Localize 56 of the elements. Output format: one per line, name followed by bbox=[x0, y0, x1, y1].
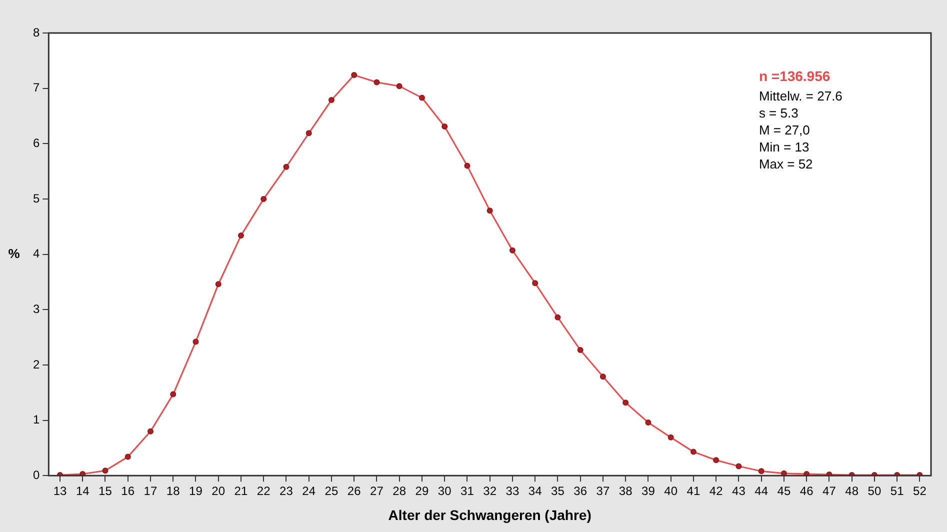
x-tick-label: 35 bbox=[551, 484, 565, 498]
x-tick-label: 46 bbox=[800, 484, 814, 498]
x-tick-label: 43 bbox=[732, 484, 746, 498]
x-tick-label: 40 bbox=[664, 484, 678, 498]
x-tick-label: 22 bbox=[256, 484, 271, 498]
x-tick-label: 13 bbox=[53, 484, 67, 498]
x-tick-label: 19 bbox=[189, 484, 203, 498]
annotation: M = 27,0 bbox=[758, 122, 810, 138]
x-tick-label: 37 bbox=[596, 484, 610, 498]
y-tick-label: 3 bbox=[32, 302, 40, 316]
y-tick-label: 8 bbox=[32, 25, 40, 40]
x-tick-label: 25 bbox=[324, 484, 338, 498]
y-tick-label: 2 bbox=[32, 357, 40, 372]
y-axis-title: % bbox=[8, 246, 20, 261]
x-tick-label: 15 bbox=[98, 484, 112, 498]
x-axis-title: Alter der Schwangeren (Jahre) bbox=[388, 506, 592, 523]
x-tick-label: 29 bbox=[415, 484, 429, 498]
y-tick-label: 7 bbox=[32, 80, 40, 95]
x-tick-label: 45 bbox=[777, 484, 791, 498]
x-tick-label: 16 bbox=[121, 484, 135, 498]
x-tick-label: 18 bbox=[166, 484, 180, 498]
x-tick-label: 50 bbox=[868, 484, 882, 498]
x-tick-label: 32 bbox=[483, 484, 497, 498]
x-tick-label: 20 bbox=[212, 484, 226, 498]
x-tick-label: 51 bbox=[890, 484, 904, 498]
y-tick-label: 0 bbox=[32, 468, 40, 482]
annotation: Max = 52 bbox=[758, 156, 813, 172]
x-tick-label: 48 bbox=[845, 484, 859, 498]
x-tick-label: 24 bbox=[302, 484, 316, 498]
x-tick-label: 28 bbox=[392, 484, 406, 498]
x-tick-label: 34 bbox=[528, 484, 542, 498]
x-tick-label: 17 bbox=[144, 484, 158, 498]
y-tick-label: 5 bbox=[32, 191, 40, 206]
x-tick-label: 30 bbox=[438, 484, 452, 498]
x-tick-label: 42 bbox=[709, 484, 724, 498]
annotation: s = 5.3 bbox=[758, 106, 798, 121]
x-tick-label: 23 bbox=[280, 484, 294, 498]
x-tick-label: 52 bbox=[913, 484, 927, 498]
x-tick-label: 41 bbox=[686, 484, 700, 498]
y-tick-label: 4 bbox=[32, 246, 40, 261]
x-tick-label: 33 bbox=[506, 484, 520, 498]
x-tick-label: 14 bbox=[76, 484, 90, 498]
x-tick-label: 39 bbox=[642, 484, 656, 498]
y-tick-label: 1 bbox=[32, 412, 40, 427]
x-tick-label: 31 bbox=[460, 484, 474, 498]
annotation: Min = 13 bbox=[758, 140, 810, 155]
x-tick-label: 26 bbox=[347, 484, 362, 498]
x-tick-label: 44 bbox=[754, 484, 768, 498]
x-tick-label: 21 bbox=[234, 484, 248, 498]
x-tick-label: 27 bbox=[370, 484, 384, 498]
x-tick-label: 36 bbox=[574, 484, 588, 498]
annotation: n =136.956 bbox=[758, 68, 830, 84]
annotation: Mittelw. = 27.6 bbox=[758, 88, 842, 104]
x-tick-label: 38 bbox=[618, 484, 633, 498]
x-tick-label: 47 bbox=[822, 484, 836, 498]
y-tick-label: 6 bbox=[32, 136, 40, 150]
